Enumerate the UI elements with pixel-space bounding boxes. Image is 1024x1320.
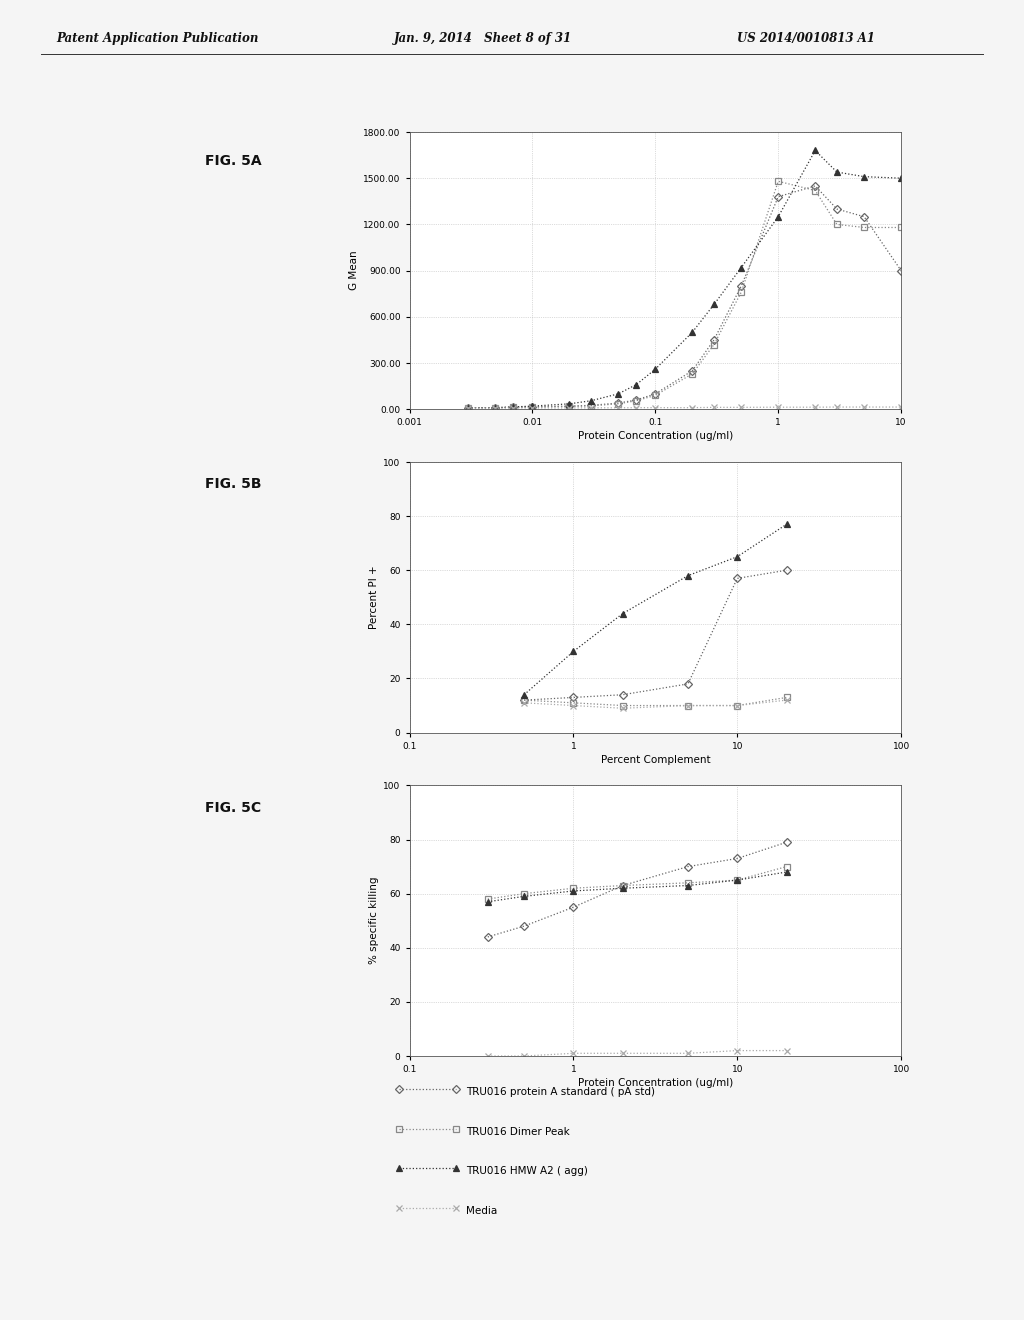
X-axis label: Protein Concentration (ug/ml): Protein Concentration (ug/ml)	[578, 432, 733, 441]
Text: Jan. 9, 2014   Sheet 8 of 31: Jan. 9, 2014 Sheet 8 of 31	[394, 32, 572, 45]
X-axis label: Protein Concentration (ug/ml): Protein Concentration (ug/ml)	[578, 1078, 733, 1088]
Text: FIG. 5A: FIG. 5A	[205, 154, 261, 168]
Text: FIG. 5B: FIG. 5B	[205, 478, 261, 491]
Text: TRU016 protein A standard ( pA std): TRU016 protein A standard ( pA std)	[466, 1086, 655, 1097]
Text: TRU016 Dimer Peak: TRU016 Dimer Peak	[466, 1126, 569, 1137]
Text: US 2014/0010813 A1: US 2014/0010813 A1	[737, 32, 876, 45]
Y-axis label: % specific killing: % specific killing	[370, 876, 379, 965]
Text: Patent Application Publication: Patent Application Publication	[56, 32, 259, 45]
Y-axis label: Percent PI +: Percent PI +	[370, 565, 379, 630]
X-axis label: Percent Complement: Percent Complement	[600, 755, 711, 764]
Y-axis label: G Mean: G Mean	[349, 251, 359, 290]
Text: Media: Media	[466, 1205, 498, 1216]
Text: TRU016 HMW A2 ( agg): TRU016 HMW A2 ( agg)	[466, 1166, 588, 1176]
Text: FIG. 5C: FIG. 5C	[205, 801, 261, 814]
